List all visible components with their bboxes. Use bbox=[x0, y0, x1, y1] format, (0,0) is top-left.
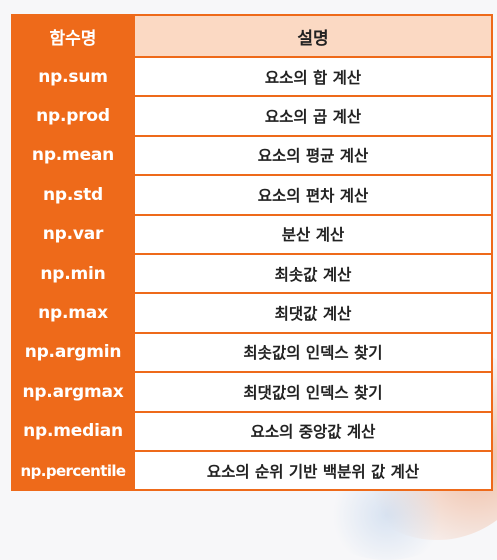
function-name-cell: np.max bbox=[11, 292, 135, 334]
function-description-cell: 요소의 합 계산 bbox=[133, 55, 493, 98]
function-description-cell: 요소의 순위 기반 백분위 값 계산 bbox=[133, 449, 493, 492]
table-row: np.mean 요소의 평균 계산 bbox=[11, 134, 493, 177]
header-description: 설명 bbox=[133, 14, 493, 58]
function-name-cell: np.var bbox=[11, 213, 135, 255]
table-row: np.median 요소의 중앙값 계산 bbox=[11, 410, 493, 452]
table-row: np.argmin 최솟값의 인덱스 찾기 bbox=[11, 331, 493, 374]
table-row: np.prod 요소의 곱 계산 bbox=[11, 95, 493, 137]
table-row: np.min 최솟값 계산 bbox=[11, 252, 493, 295]
numpy-functions-table: 함수명 설명 np.sum 요소의 합 계산 np.prod 요소의 곱 계산 … bbox=[11, 14, 493, 492]
function-name-cell: np.argmin bbox=[11, 331, 135, 374]
function-name-cell: np.min bbox=[11, 252, 135, 295]
function-description-cell: 최댓값의 인덱스 찾기 bbox=[133, 371, 493, 413]
table-row: np.max 최댓값 계산 bbox=[11, 292, 493, 334]
header-function-name: 함수명 bbox=[11, 14, 135, 58]
table-row: np.percentile 요소의 순위 기반 백분위 값 계산 bbox=[11, 449, 493, 492]
function-description-cell: 요소의 곱 계산 bbox=[133, 95, 493, 137]
table-row: np.std 요소의 편차 계산 bbox=[11, 174, 493, 216]
function-name-cell: np.percentile bbox=[11, 449, 135, 492]
function-name-cell: np.sum bbox=[11, 55, 135, 98]
function-name-cell: np.mean bbox=[11, 134, 135, 177]
function-name-cell: np.argmax bbox=[11, 371, 135, 413]
function-description-cell: 최댓값 계산 bbox=[133, 292, 493, 334]
function-name-cell: np.median bbox=[11, 410, 135, 452]
function-description-cell: 요소의 편차 계산 bbox=[133, 174, 493, 216]
function-name-cell: np.std bbox=[11, 174, 135, 216]
function-name-cell: np.prod bbox=[11, 95, 135, 137]
function-description-cell: 분산 계산 bbox=[133, 213, 493, 255]
function-description-cell: 요소의 중앙값 계산 bbox=[133, 410, 493, 452]
function-description-cell: 최솟값 계산 bbox=[133, 252, 493, 295]
table-row: np.var 분산 계산 bbox=[11, 213, 493, 255]
function-description-cell: 요소의 평균 계산 bbox=[133, 134, 493, 177]
table-row: np.argmax 최댓값의 인덱스 찾기 bbox=[11, 371, 493, 413]
function-description-cell: 최솟값의 인덱스 찾기 bbox=[133, 331, 493, 374]
table-row: np.sum 요소의 합 계산 bbox=[11, 55, 493, 98]
table-header-row: 함수명 설명 bbox=[11, 14, 493, 58]
